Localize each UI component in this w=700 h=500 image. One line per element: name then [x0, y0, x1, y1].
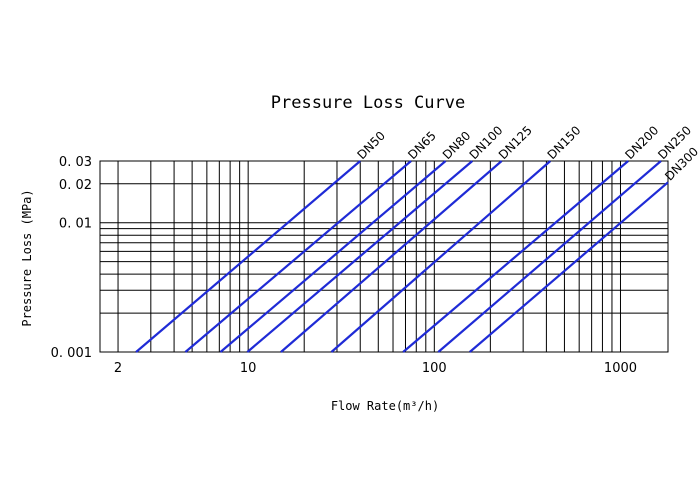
series-dn300: DN300 [469, 144, 700, 353]
series-label: DN200 [622, 123, 661, 162]
series-line [135, 160, 361, 353]
y-tick-label: 0. 001 [51, 346, 92, 361]
series-label: DN80 [440, 129, 474, 163]
series-label: DN65 [405, 129, 439, 163]
series-line [280, 160, 503, 353]
series-line [219, 160, 447, 353]
x-tick-label: 2 [114, 361, 122, 376]
tick-labels: 2 10 100 1000 0. 001 0. 01 0. 02 0. 03 [51, 155, 637, 376]
series-line [437, 160, 662, 353]
series-label: DN150 [545, 123, 584, 162]
plot-frame [99, 160, 669, 353]
series-label: DN50 [354, 129, 388, 163]
x-tick-label: 1000 [604, 361, 637, 376]
series-label: DN125 [496, 123, 535, 162]
y-tick-label: 0. 03 [59, 155, 92, 170]
x-axis-label: Flow Rate(m³/h) [331, 399, 439, 413]
series-dn150: DN150 [330, 123, 584, 353]
y-tick-label: 0. 01 [59, 217, 92, 232]
series-dn65: DN65 [184, 129, 439, 353]
series-line [402, 160, 629, 353]
series-line [469, 181, 669, 353]
series-dn200: DN200 [402, 123, 661, 353]
x-tick-label: 100 [422, 361, 447, 376]
series-line [246, 160, 474, 353]
y-axis-label: Pressure Loss (MPa) [20, 189, 34, 326]
y-tick-label: 0. 02 [59, 178, 92, 193]
series-line [184, 160, 412, 353]
x-tick-label: 10 [240, 361, 257, 376]
series-line [330, 160, 552, 353]
chart-title: Pressure Loss Curve [271, 93, 465, 113]
series-dn80: DN80 [219, 129, 474, 353]
series-dn100: DN100 [246, 123, 506, 353]
